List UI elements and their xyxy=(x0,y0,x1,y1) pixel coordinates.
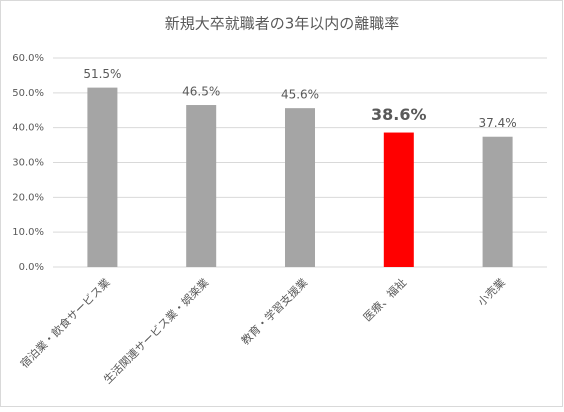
bar xyxy=(285,108,315,267)
y-tick-label: 40.0% xyxy=(12,123,44,134)
bar xyxy=(482,136,513,267)
value-label: 38.6% xyxy=(371,105,427,124)
y-tick-label: 10.0% xyxy=(12,227,44,238)
value-label: 46.5% xyxy=(182,85,220,99)
bar xyxy=(87,87,118,267)
value-label: 51.5% xyxy=(83,67,121,81)
y-tick-label: 60.0% xyxy=(12,53,44,64)
y-tick-label: 0.0% xyxy=(19,262,44,273)
chart-title: 新規大卒就職者の3年以内の離職率 xyxy=(165,15,400,33)
y-tick-label: 50.0% xyxy=(12,88,44,99)
bar xyxy=(383,132,414,267)
bar xyxy=(186,105,217,268)
y-tick-label: 30.0% xyxy=(12,158,44,169)
value-label: 45.6% xyxy=(281,88,319,102)
y-tick-label: 20.0% xyxy=(12,192,44,203)
value-label: 37.4% xyxy=(479,116,517,130)
